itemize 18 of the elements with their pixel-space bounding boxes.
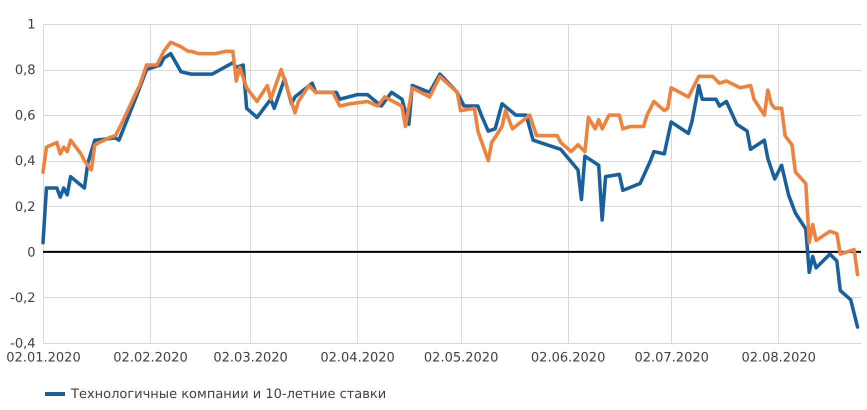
y-tick-label: -0,4 <box>10 336 36 352</box>
x-tick-label: 02.08.2020 <box>741 350 816 366</box>
x-tick-label: 02.06.2020 <box>530 350 606 366</box>
y-tick-label: 0,6 <box>14 108 36 124</box>
y-tick-label: 1 <box>27 18 36 32</box>
y-tick-label: -0,2 <box>10 290 36 306</box>
line-series <box>41 40 860 276</box>
y-tick-label: 0,8 <box>14 63 36 78</box>
x-tick-label: 02.07.2020 <box>634 350 709 366</box>
y-tick-label: 0,2 <box>14 200 36 215</box>
y-tick-label: 0,4 <box>14 154 36 170</box>
x-tick-label: 02.05.2020 <box>424 350 498 366</box>
x-tick-label: 02.01.2020 <box>6 350 81 366</box>
legend-label: Технологичные компании и 10-летние ставки <box>70 387 386 402</box>
y-tick-label: 0 <box>27 245 36 260</box>
x-tick-label: 02.02.2020 <box>113 350 188 366</box>
x-tick-label: 02.04.2020 <box>320 350 395 366</box>
x-tick-label: 02.03.2020 <box>213 350 288 366</box>
